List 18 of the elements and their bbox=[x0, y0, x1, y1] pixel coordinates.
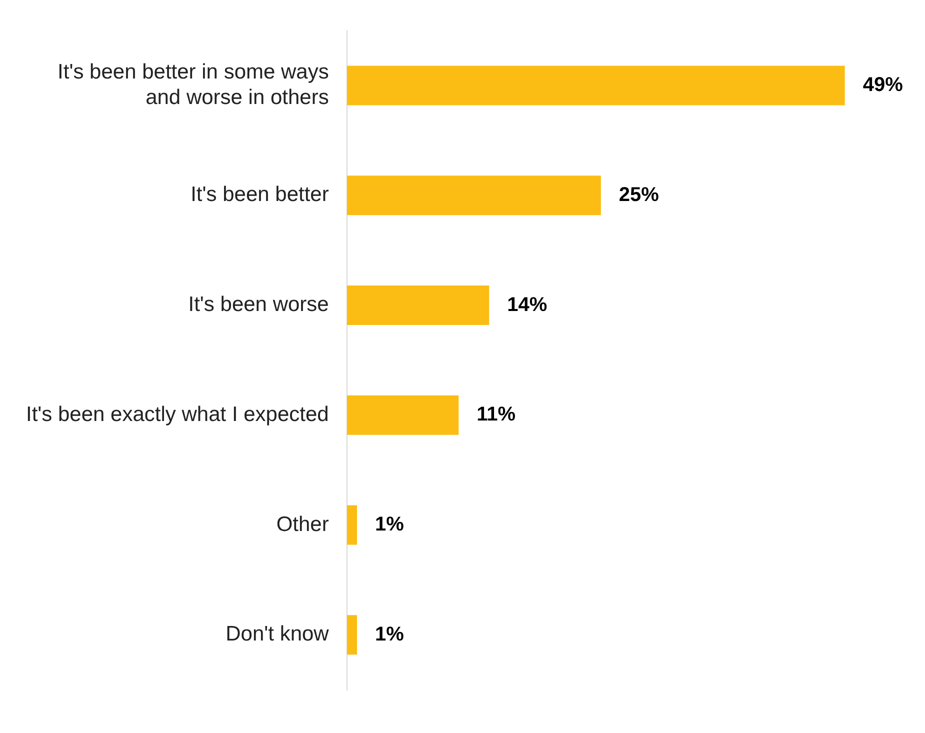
y-tick-label: Don't know bbox=[226, 622, 330, 646]
y-tick-label: It's been better in some ways and worse in others bbox=[58, 60, 329, 109]
bar bbox=[346, 176, 601, 216]
bar bbox=[346, 615, 358, 655]
data-label: 1% bbox=[375, 514, 404, 536]
data-label: 1% bbox=[375, 623, 404, 646]
data-label: 49% bbox=[862, 74, 904, 96]
y-tick-label: It's been exactly what I expected bbox=[26, 402, 329, 426]
data-label: 11% bbox=[476, 404, 516, 426]
y-tick-label: It's been better bbox=[190, 183, 329, 206]
bar bbox=[346, 505, 358, 545]
y-tick-label: Other bbox=[276, 512, 329, 536]
y-tick-label: It's been worse bbox=[188, 293, 329, 316]
data-label: 14% bbox=[507, 294, 548, 316]
data-label: 25% bbox=[618, 184, 660, 206]
bar bbox=[346, 66, 845, 106]
bar bbox=[346, 395, 459, 435]
bar bbox=[346, 285, 490, 326]
